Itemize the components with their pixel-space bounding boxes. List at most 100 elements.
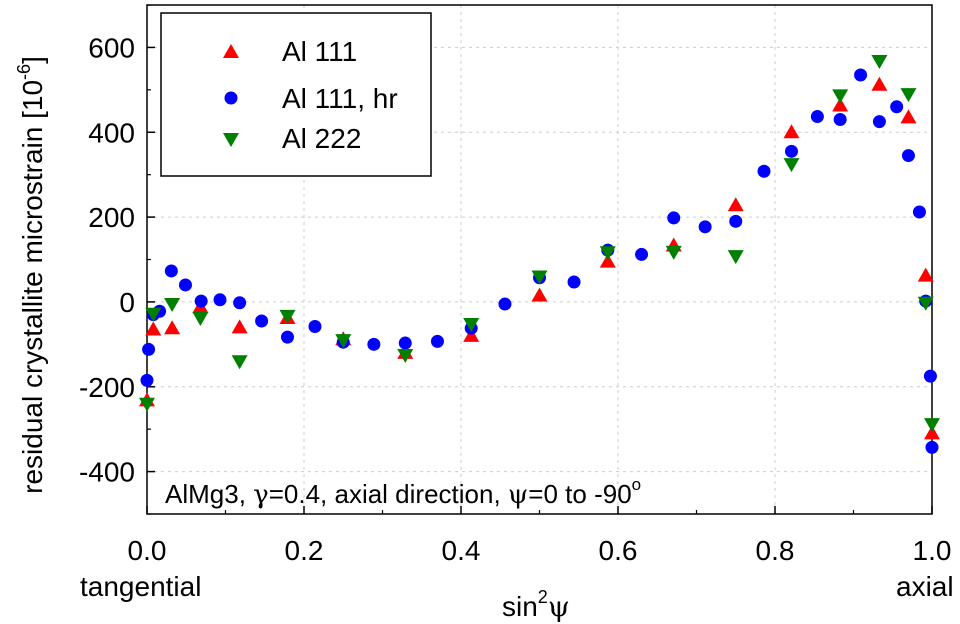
data-point-series-3 xyxy=(917,296,934,311)
annotation-psi: ψ xyxy=(508,480,528,510)
x-tick-label: 0.2 xyxy=(285,535,324,566)
data-point-series-3 xyxy=(783,158,800,173)
data-point-series-3 xyxy=(463,317,480,332)
data-point-series-2 xyxy=(498,297,512,311)
chart-annotation: AlMg3, γ=0.4, axial direction, ψ=0 to -9… xyxy=(165,475,641,510)
data-point-series-2 xyxy=(213,293,227,307)
data-point-series-2 xyxy=(854,68,868,82)
data-point-series-2 xyxy=(925,440,939,454)
x-tick-label: 0.4 xyxy=(442,535,481,566)
data-point-series-2 xyxy=(164,264,178,278)
annotation-prefix: AlMg3, xyxy=(165,479,253,509)
data-point-series-2 xyxy=(872,115,886,129)
data-point-series-2 xyxy=(923,369,937,383)
data-point-series-2 xyxy=(567,275,581,289)
data-point-series-2 xyxy=(757,164,771,178)
data-points xyxy=(139,54,940,454)
data-point-series-2 xyxy=(281,330,295,344)
x-tick-label: 0.8 xyxy=(756,535,795,566)
data-point-series-3 xyxy=(145,307,162,322)
data-point-series-3 xyxy=(900,88,917,103)
annotation-degree: o xyxy=(632,475,641,494)
data-point-series-3 xyxy=(139,397,155,412)
data-point-series-1 xyxy=(145,321,162,336)
data-point-series-3 xyxy=(335,334,352,349)
data-point-series-2 xyxy=(901,149,915,163)
data-point-series-1 xyxy=(924,425,940,440)
data-point-series-1 xyxy=(231,319,248,334)
y-tick-label: 400 xyxy=(88,117,135,148)
data-point-series-1 xyxy=(832,97,849,112)
data-point-series-2 xyxy=(810,110,824,124)
data-point-series-3 xyxy=(871,54,888,69)
y-tick-label: 600 xyxy=(88,32,135,63)
data-point-series-2 xyxy=(729,214,743,228)
legend-label-series-2: Al 111, hr xyxy=(282,83,398,114)
data-point-series-2 xyxy=(367,337,381,351)
data-point-series-2 xyxy=(233,296,247,310)
data-point-series-3 xyxy=(397,348,414,363)
x-axis-label: sin2ψ xyxy=(502,587,570,623)
y-tick-label: 0 xyxy=(119,287,135,318)
x-axis-label-variable: ψ xyxy=(548,590,570,623)
data-point-series-1 xyxy=(783,124,800,139)
y-tick-label: -200 xyxy=(79,372,135,403)
data-point-series-3 xyxy=(599,246,616,261)
data-point-series-1 xyxy=(164,320,181,335)
data-point-series-1 xyxy=(599,253,616,268)
x-axis-label-exponent: 2 xyxy=(538,587,548,607)
data-point-series-1 xyxy=(531,287,548,302)
legend-label-series-1: Al 111 xyxy=(282,36,357,67)
legend-markers xyxy=(223,44,239,147)
data-point-series-2 xyxy=(142,342,156,356)
data-point-series-1 xyxy=(917,267,934,282)
data-point-series-2 xyxy=(890,100,904,114)
data-point-series-3 xyxy=(192,312,209,327)
y-tick-label: 200 xyxy=(88,202,135,233)
data-point-series-2 xyxy=(833,113,847,127)
legend-marker-series-2 xyxy=(224,91,238,105)
y-axis-label-exponent: -6 xyxy=(14,64,34,80)
data-point-series-2 xyxy=(784,144,798,158)
data-point-series-3 xyxy=(531,270,548,285)
data-point-series-2 xyxy=(255,314,269,328)
data-point-series-2 xyxy=(667,211,681,225)
data-point-series-3 xyxy=(665,245,682,260)
annotation-gamma: γ xyxy=(253,480,269,510)
y-tick-label: -400 xyxy=(79,457,135,488)
data-point-series-2 xyxy=(140,373,154,387)
x-tick-label: 1.0 xyxy=(913,535,952,566)
legend: Al 111 Al 111, hr Al 222 xyxy=(160,12,432,177)
data-point-series-1 xyxy=(463,327,480,342)
data-point-series-2 xyxy=(398,336,412,350)
data-point-series-1 xyxy=(900,109,917,124)
x-end-label-right: axial xyxy=(896,571,954,602)
data-point-series-3 xyxy=(164,298,181,313)
x-tick-label: 0.0 xyxy=(128,535,167,566)
y-axis-label: residual crystallite microstrain [10-6] xyxy=(14,56,48,494)
data-point-series-2 xyxy=(430,334,444,348)
legend-box xyxy=(160,12,432,177)
legend-marker-series-1 xyxy=(223,44,239,58)
grid xyxy=(147,5,932,514)
data-point-series-3 xyxy=(832,89,849,104)
data-point-series-2 xyxy=(308,320,322,334)
annotation-gamma-value: =0.4, axial direction, xyxy=(269,479,508,509)
x-tick-label: 0.6 xyxy=(599,535,638,566)
x-end-label-left: tangential xyxy=(80,571,201,602)
annotation-psi-value: =0 to -90 xyxy=(528,479,631,509)
y-axis-label-main: residual crystallite microstrain [10 xyxy=(17,80,48,494)
x-axis-label-main: sin xyxy=(502,591,538,622)
data-point-series-2 xyxy=(912,205,926,219)
data-point-series-2 xyxy=(635,247,649,261)
axis-ticks: 0.0 0.2 0.4 0.6 0.8 1.0 -400 -200 0 200 400 600 xyxy=(79,4,952,566)
data-point-series-3 xyxy=(231,355,248,370)
data-point-series-3 xyxy=(727,250,744,265)
legend-label-series-3: Al 222 xyxy=(282,123,361,154)
data-point-series-3 xyxy=(279,309,296,324)
data-point-series-2 xyxy=(194,294,208,308)
data-point-series-2 xyxy=(698,220,712,234)
legend-marker-series-3 xyxy=(223,133,239,147)
data-point-series-1 xyxy=(871,76,888,91)
